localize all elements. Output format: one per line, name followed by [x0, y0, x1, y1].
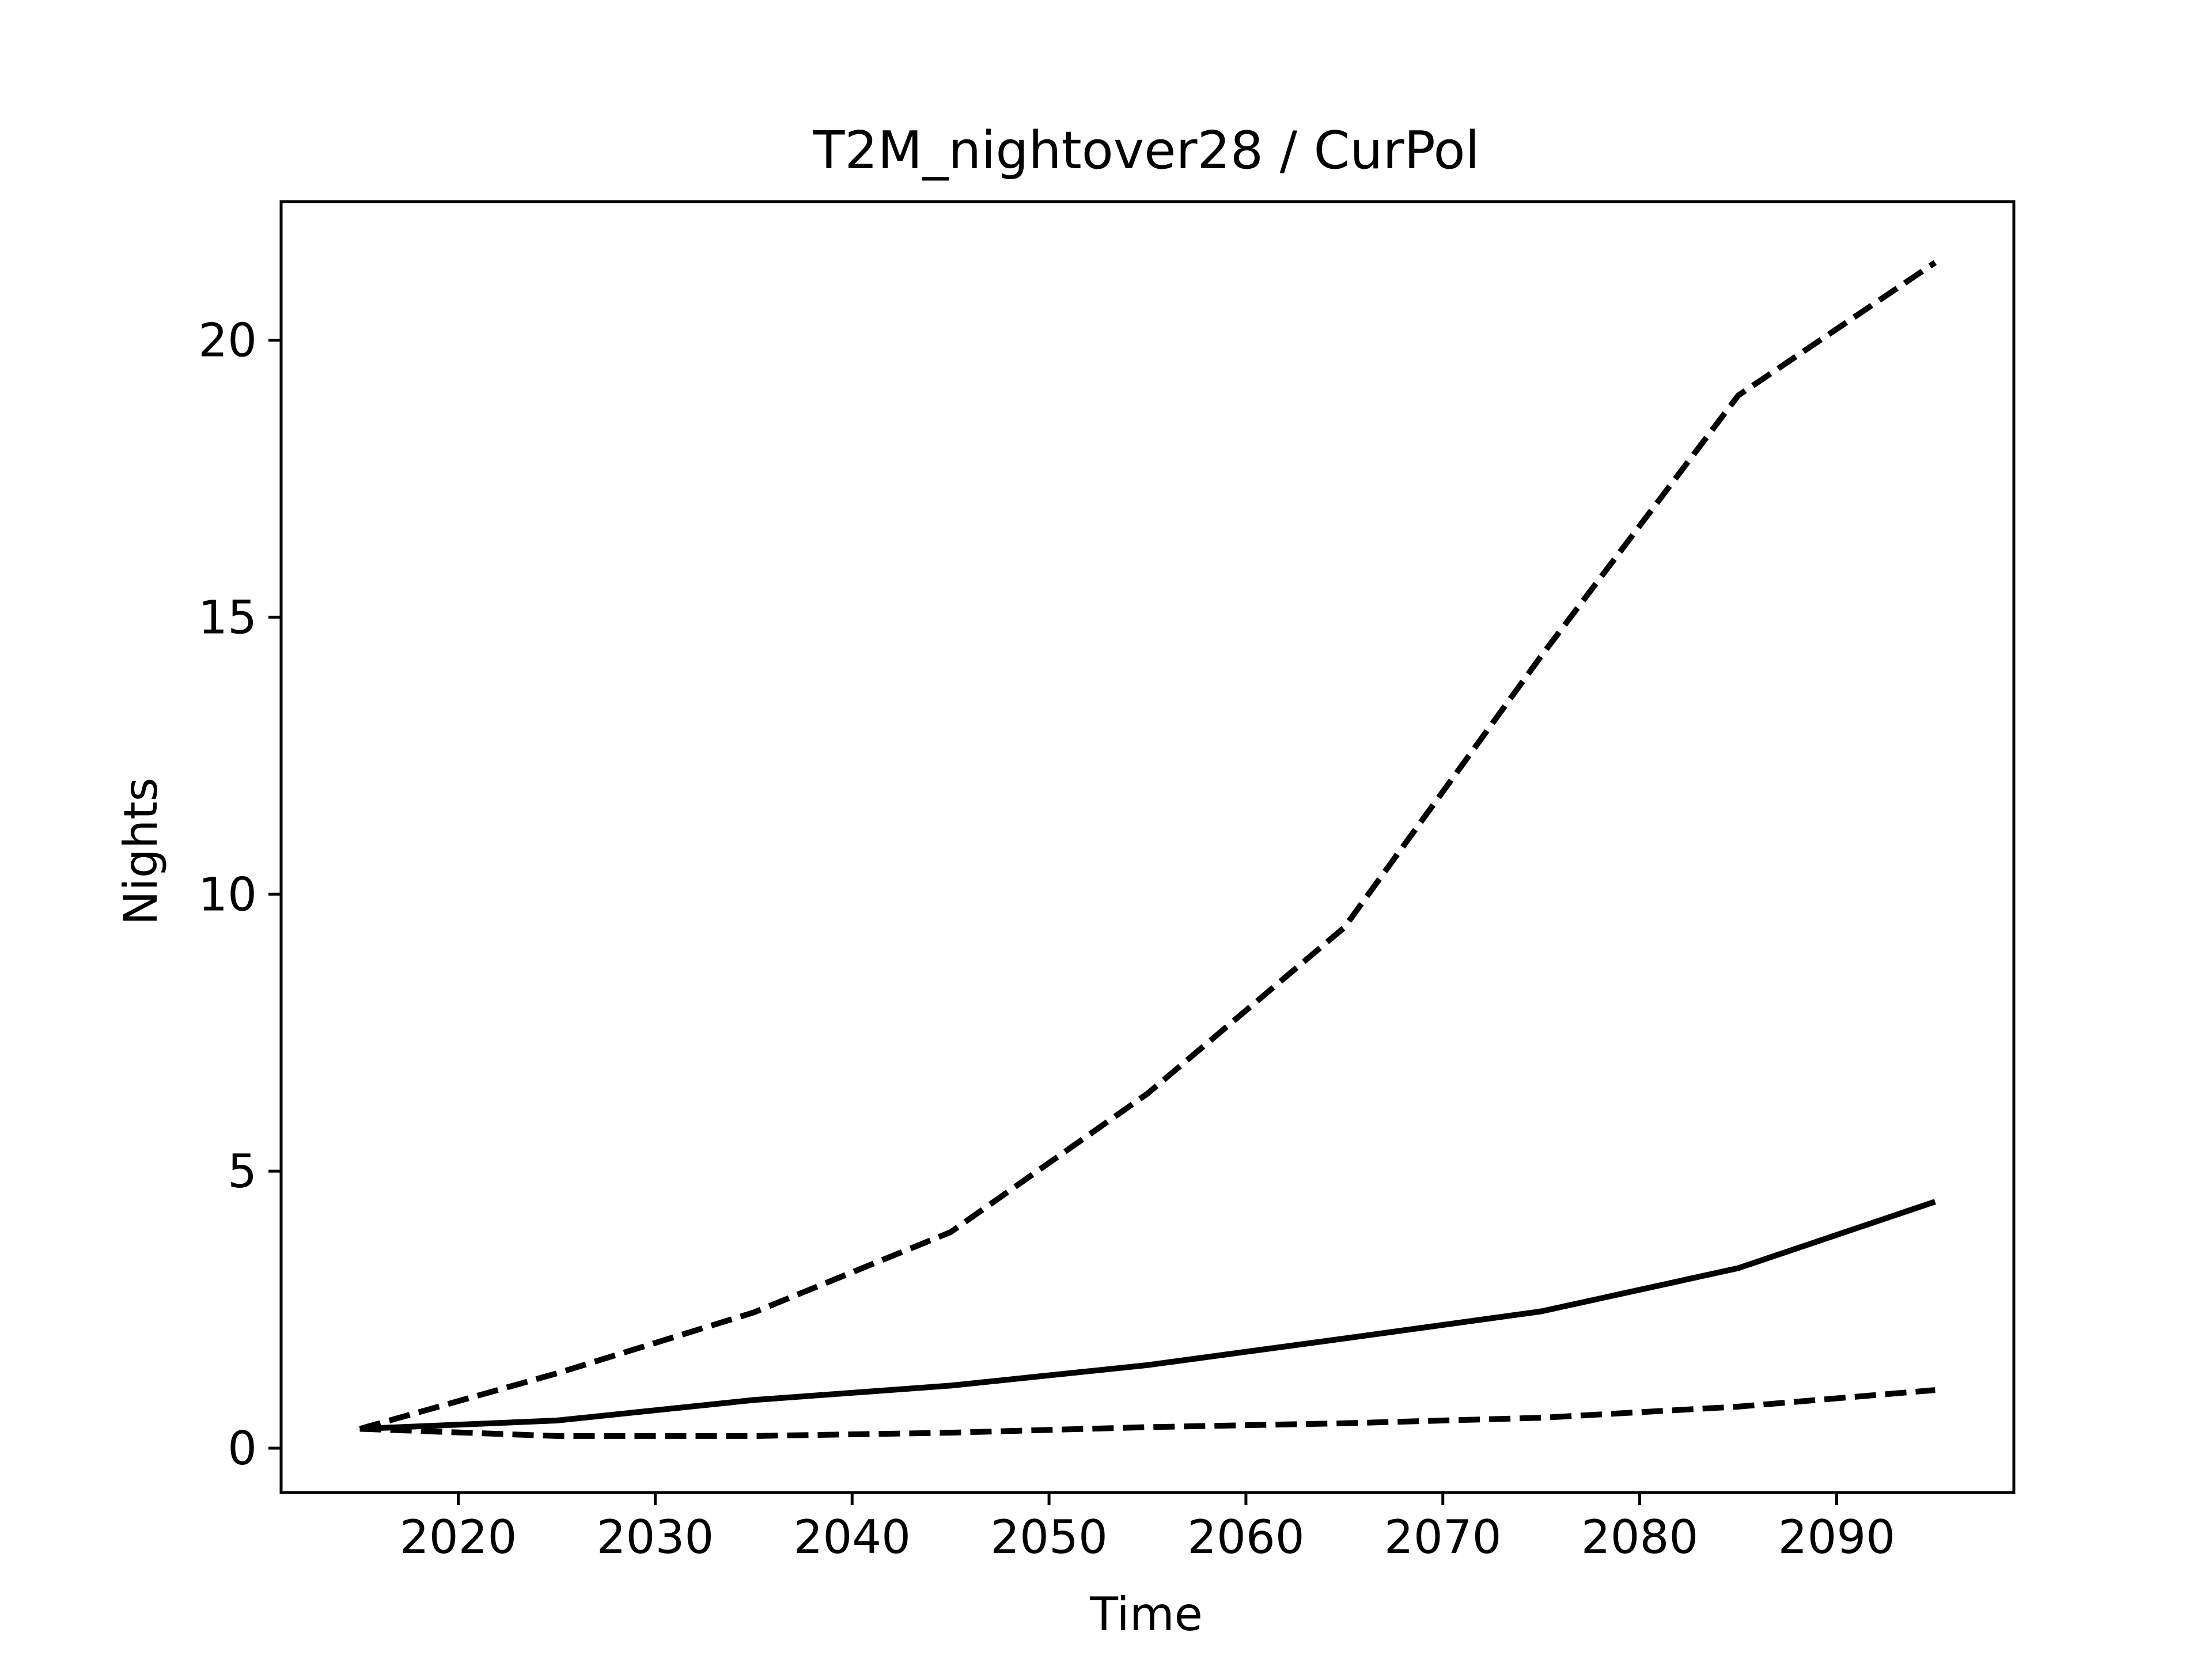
y-axis: 0 5 10 15 20: [198, 313, 281, 1475]
x-tick-label: 2070: [1384, 1510, 1502, 1564]
y-tick-label: 5: [228, 1145, 257, 1198]
x-tick-label: 2030: [597, 1510, 714, 1564]
x-tick-label: 2060: [1187, 1510, 1305, 1564]
y-tick-label: 20: [198, 313, 257, 367]
y-tick-label: 10: [198, 868, 257, 921]
y-tick-label: 0: [228, 1422, 257, 1475]
x-tick-label: 2050: [990, 1510, 1108, 1564]
x-tick-label: 2080: [1581, 1510, 1699, 1564]
y-tick-label: 15: [198, 590, 257, 644]
series-line-2: [359, 1199, 1936, 1432]
series-line-1: [359, 260, 1937, 1432]
plot-area: [279, 200, 2016, 1494]
x-tick-label: 2090: [1778, 1510, 1896, 1564]
x-axis: 2020 2030 2040 2050 2060 2070 2080 2090: [400, 1493, 1895, 1564]
series-line-3: [359, 1387, 1936, 1439]
y-axis-label: Nights: [114, 778, 168, 926]
x-axis-label: Time: [1089, 1588, 1203, 1641]
x-tick-label: 2040: [793, 1510, 911, 1564]
chart-title: T2M_nightover28 / CurPol: [812, 120, 1479, 181]
x-tick-label: 2020: [400, 1510, 517, 1564]
series-layer: [359, 260, 1937, 1439]
plot-frame: [279, 200, 2016, 1494]
